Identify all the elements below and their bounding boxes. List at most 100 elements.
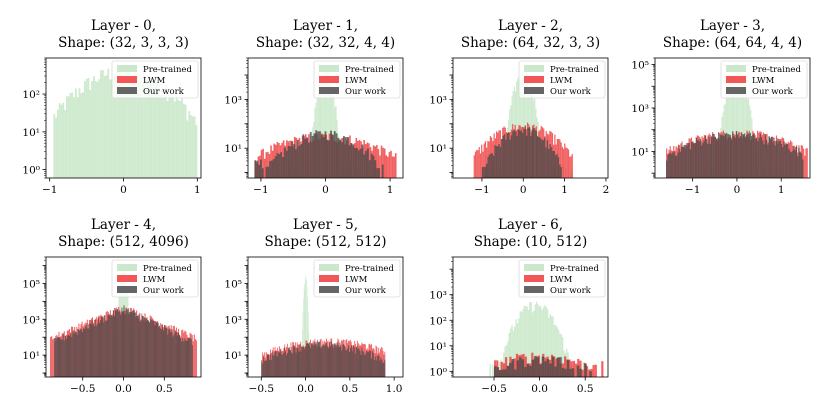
bar-pre-trained (305, 279, 307, 377)
bar-our-work (263, 356, 265, 377)
bar-our-work (68, 335, 70, 377)
bar-our-work (548, 148, 550, 178)
bar-pre-trained (307, 297, 308, 377)
bar-lwm (560, 142, 562, 178)
bar-our-work (138, 314, 140, 377)
legend-label: Pre-trained (752, 65, 801, 75)
bar-our-work (351, 351, 353, 377)
bar-our-work (357, 150, 360, 178)
bar-our-work (291, 141, 294, 178)
bar-our-work (262, 363, 264, 377)
bar-pre-trained (62, 102, 65, 178)
bar-pre-trained (137, 81, 140, 178)
bar-pre-trained (123, 76, 126, 178)
bar-lwm (481, 144, 483, 178)
bar-our-work (171, 329, 173, 377)
bar-our-work (69, 336, 71, 377)
bar-our-work (520, 130, 522, 178)
bar-our-work (509, 139, 511, 178)
bar-our-work (535, 130, 538, 178)
bar-our-work (142, 316, 144, 377)
bar-pre-trained (321, 79, 323, 178)
bar-pre-trained (60, 104, 63, 178)
bar-our-work (566, 360, 570, 377)
bar-our-work (173, 334, 175, 377)
bar-our-work (532, 128, 535, 178)
bar-our-work (365, 150, 368, 178)
bar-our-work (371, 351, 373, 377)
bar-pre-trained (740, 74, 742, 178)
bar-our-work (328, 140, 331, 178)
bar-our-work (374, 356, 376, 377)
bar-pre-trained (743, 83, 745, 178)
bar-pre-trained (542, 307, 545, 377)
bar-our-work (357, 348, 359, 377)
bar-our-work (261, 168, 264, 178)
bar-our-work (501, 139, 503, 178)
bar-our-work (126, 309, 128, 377)
bar-our-work (121, 307, 123, 377)
bar-our-work (722, 135, 724, 178)
bar-our-work (754, 138, 756, 178)
bar-our-work (569, 368, 572, 377)
bar-our-work (178, 335, 181, 377)
bar-our-work (181, 341, 183, 377)
legend-label: LWM (550, 275, 573, 285)
bar-our-work (112, 310, 114, 377)
bar-lwm (474, 151, 477, 178)
bar-our-work (300, 143, 303, 178)
bar-our-work (534, 355, 537, 377)
bar-our-work (331, 343, 333, 377)
bar-our-work (303, 347, 305, 377)
bar-our-work (290, 352, 292, 377)
bar-our-work (157, 322, 159, 377)
bar-our-work (737, 133, 739, 178)
bar-our-work (527, 127, 529, 178)
bar-our-work (512, 131, 514, 178)
bar-pre-trained (303, 289, 305, 377)
bar-our-work (329, 342, 330, 377)
bar-our-work (359, 148, 362, 178)
bar-pre-trained (118, 65, 120, 178)
bar-our-work (354, 353, 356, 377)
bar-our-work (800, 153, 803, 178)
bar-our-work (709, 143, 711, 178)
bar-lwm (387, 156, 389, 178)
bar-lwm (579, 360, 582, 377)
bar-our-work (749, 132, 751, 178)
subplot-title-line1: Layer - 6, (498, 217, 563, 233)
bar-pre-trained (73, 97, 75, 178)
bar-our-work (116, 310, 118, 377)
bar-pre-trained (157, 84, 160, 178)
bar-pre-trained (741, 70, 743, 178)
bar-our-work (321, 346, 323, 377)
bar-our-work (329, 346, 331, 377)
axes-frame (654, 57, 811, 179)
bar-our-work (184, 338, 186, 377)
bar-our-work (85, 325, 87, 377)
bar-our-work (740, 132, 743, 178)
bar-our-work (384, 359, 386, 377)
bar-lwm (377, 149, 380, 178)
bar-our-work (318, 342, 320, 377)
bars-group (261, 276, 386, 377)
bar-our-work (360, 354, 362, 377)
bar-pre-trained (166, 100, 169, 178)
bar-our-work (505, 139, 507, 178)
bar-our-work (71, 337, 73, 377)
bar-pre-trained (161, 90, 164, 178)
bar-our-work (355, 147, 358, 178)
bar-our-work (374, 160, 377, 178)
bar-our-work (684, 144, 687, 178)
bar-our-work (544, 361, 547, 377)
bar-our-work (186, 340, 188, 377)
bar-our-work (777, 138, 779, 178)
bar-our-work (105, 321, 107, 377)
bar-our-work (762, 140, 764, 178)
bar-our-work (308, 342, 310, 377)
bar-pre-trained (92, 76, 95, 178)
bar-pre-trained (195, 125, 198, 178)
bar-our-work (694, 142, 697, 178)
